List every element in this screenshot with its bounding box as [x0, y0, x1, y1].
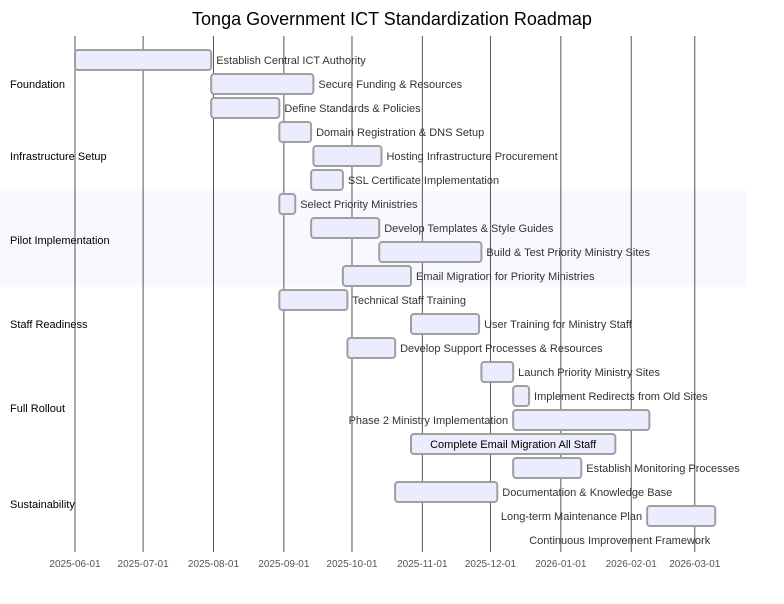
- task-bar-technical-staff-training: [278, 289, 349, 311]
- task-bar-phase-2-ministry-implementation: [512, 409, 651, 431]
- task-bar-ssl-certificate-implementation: [310, 169, 344, 191]
- x-tick-label: 2025-10-01: [326, 559, 378, 570]
- task-bar-develop-templates-and-style-guides: [310, 217, 381, 239]
- task-bar-build-and-test-priority-ministry-sites: [378, 241, 483, 263]
- task-bar-documentation-and-knowledge-base: [394, 481, 499, 503]
- x-tick-label: 2025-12-01: [465, 559, 517, 570]
- task-label-user-training-for-ministry-staff: User Training for Ministry Staff: [484, 319, 633, 331]
- task-label-documentation-and-knowledge-base: Documentation & Knowledge Base: [502, 487, 672, 499]
- task-label-email-migration-for-priority-ministries: Email Migration for Priority Ministries: [416, 271, 595, 283]
- x-tick-label: 2025-11-01: [397, 559, 448, 570]
- task-bar-develop-support-processes-and-resources: [346, 337, 397, 359]
- section-label-pilot-implementation: Pilot Implementation: [10, 235, 110, 247]
- task-label-ssl-certificate-implementation: SSL Certificate Implementation: [348, 175, 499, 187]
- task-label-long-term-maintenance-plan: Long-term Maintenance Plan: [501, 511, 642, 523]
- task-label-select-priority-ministries: Select Priority Ministries: [300, 199, 418, 211]
- task-bar-define-standards-and-policies: [210, 97, 281, 119]
- task-label-continuous-improvement-framework: Continuous Improvement Framework: [529, 535, 710, 547]
- section-label-full-rollout: Full Rollout: [10, 403, 65, 415]
- task-labels: Establish Central ICT Authority Secure Fu…: [216, 55, 740, 547]
- task-bar-email-migration-for-priority-ministries: [341, 265, 413, 287]
- task-bar-select-priority-ministries: [278, 193, 297, 215]
- task-bar-secure-funding-and-resources: [210, 73, 315, 95]
- section-label-infrastructure-setup: Infrastructure Setup: [10, 151, 107, 163]
- x-tick-label: 2025-08-01: [188, 559, 240, 570]
- chart-title: Tonga Government ICT Standardization Roa…: [192, 9, 592, 29]
- task-label-develop-templates-and-style-guides: Develop Templates & Style Guides: [384, 223, 554, 235]
- section-label-foundation: Foundation: [10, 79, 65, 91]
- task-label-launch-priority-ministry-sites: Launch Priority Ministry Sites: [518, 367, 660, 379]
- task-bar-launch-priority-ministry-sites: [480, 361, 515, 383]
- task-bar-domain-registration-and-dns-setup: [278, 121, 313, 143]
- task-label-domain-registration-and-dns-setup: Domain Registration & DNS Setup: [316, 127, 484, 139]
- x-tick-label: 2025-07-01: [118, 559, 170, 570]
- task-bar-complete-email-migration-all-staff: [410, 433, 617, 455]
- task-bar-long-term-maintenance-plan: [646, 505, 717, 527]
- x-tick-label: 2026-01-01: [535, 559, 587, 570]
- task-bar-implement-redirects-from-old-sites: [512, 385, 531, 407]
- x-tick-label: 2026-03-01: [669, 559, 721, 570]
- task-bars: [74, 49, 717, 527]
- task-label-implement-redirects-from-old-sites: Implement Redirects from Old Sites: [534, 391, 708, 403]
- task-label-establish-central-ict-authority: Establish Central ICT Authority: [216, 55, 366, 67]
- x-axis-ticks: 2025-06-01 2025-07-01 2025-08-01 2025-09-01…: [49, 559, 720, 570]
- task-label-phase-2-ministry-implementation: Phase 2 Ministry Implementation: [349, 415, 509, 427]
- task-label-technical-staff-training: Technical Staff Training: [352, 295, 466, 307]
- task-label-establish-monitoring-processes: Establish Monitoring Processes: [586, 463, 740, 475]
- task-bar-establish-monitoring-processes: [512, 457, 583, 479]
- x-tick-label: 2025-06-01: [49, 559, 101, 570]
- task-label-build-and-test-priority-ministry-sites: Build & Test Priority Ministry Sites: [486, 247, 650, 259]
- task-label-define-standards-and-policies: Define Standards & Policies: [284, 103, 421, 115]
- task-bar-user-training-for-ministry-staff: [410, 313, 481, 335]
- x-tick-label: 2025-09-01: [258, 559, 310, 570]
- section-label-staff-readiness: Staff Readiness: [10, 319, 88, 331]
- section-labels: Foundation Infrastructure Setup Pilot Impl…: [10, 79, 110, 511]
- task-bar-hosting-infrastructure-procurement: [312, 145, 383, 167]
- task-label-secure-funding-and-resources: Secure Funding & Resources: [318, 79, 462, 91]
- section-label-sustainability: Sustainability: [10, 499, 75, 511]
- x-tick-label: 2026-02-01: [606, 559, 658, 570]
- task-label-hosting-infrastructure-procurement: Hosting Infrastructure Procurement: [386, 151, 557, 163]
- task-bar-establish-central-ict-authority: [74, 49, 213, 71]
- task-label-complete-email-migration-all-staff: Complete Email Migration All Staff: [430, 439, 597, 451]
- task-label-develop-support-processes-and-resources: Develop Support Processes & Resources: [400, 343, 603, 355]
